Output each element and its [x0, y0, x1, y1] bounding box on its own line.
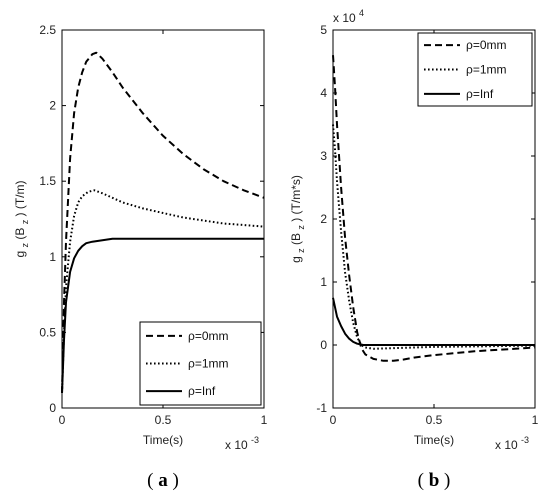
chart-b-panel-open: (	[418, 470, 424, 491]
chart-a-x-tick-label: 0	[59, 413, 66, 427]
chart-b-y-multiplier-exp: 4	[359, 8, 364, 18]
chart-b-y-multiplier-base: x 10	[333, 11, 356, 25]
chart-a-y-tick-label: 1.5	[39, 174, 56, 188]
chart-a-y-tick-label: 2.5	[39, 23, 56, 37]
chart-a-x-tick-label: 0.5	[155, 413, 172, 427]
chart-b-panel-close: )	[444, 470, 450, 491]
chart-b-panel-label: ( b )	[418, 470, 451, 491]
chart-a-xlabel: Time(s)	[143, 433, 183, 447]
chart-a-panel-letter: a	[158, 470, 168, 491]
chart-a-series-2-line	[61, 189, 265, 393]
chart-a-y-tick-label: 2	[49, 99, 56, 113]
chart-b-legend-label: ρ=0mm	[466, 38, 507, 52]
chart-b-ylabel-sub2: z	[296, 225, 306, 230]
chart-b-ylabel-mid: (B	[289, 233, 303, 245]
chart-b-ylabel-tail: ) (T/m*s)	[289, 175, 303, 222]
chart-b-y-tick-label: 2	[320, 212, 327, 226]
chart-a-y-tick-label: 1	[49, 250, 56, 264]
chart-a-ylabel-g: g	[13, 251, 27, 258]
chart-b-x-tick-label: 0	[330, 413, 337, 427]
chart-b-x-multiplier: x 10 -3	[495, 435, 529, 452]
chart-b-x-tick-label: 0.5	[426, 413, 443, 427]
chart-b-xlabel: Time(s)	[414, 433, 454, 447]
chart-a-x-multiplier-base: x 10	[225, 438, 248, 452]
chart-a-ylabel-tail: ) (T/m)	[13, 180, 27, 216]
chart-a-panel-open: (	[147, 470, 153, 491]
chart-b-x-tick-label: 1	[532, 413, 539, 427]
chart-a-legend: ρ=0mm ρ=1mm ρ=Inf	[139, 321, 262, 406]
chart-b-y-multiplier: x 10 4	[333, 8, 364, 25]
chart-b-ylabel-g: g	[289, 256, 303, 263]
chart-a-marks: 0 0.5 1 0 0.5 1 1.5 2 2.5 ρ=0mm ρ=1mm ρ=Inf	[39, 23, 267, 427]
chart-a-ylabel-mid: (B	[13, 228, 27, 240]
chart-b-x-multiplier-exp: -3	[521, 435, 529, 445]
chart-b-y-tick-label: 4	[320, 86, 327, 100]
chart-b-x-multiplier-base: x 10	[495, 438, 518, 452]
chart-a: 0 0.5 1 0 0.5 1 1.5 2 2.5 ρ=0mm ρ=1mm ρ=Inf Time(s)…	[13, 23, 268, 491]
chart-a-y-tick-label: 0	[49, 401, 56, 415]
chart-a-ylabel-sub2: z	[20, 219, 30, 224]
chart-a-ylabel-sub: z	[20, 242, 30, 247]
chart-a-x-multiplier: x 10 -3	[225, 435, 259, 452]
chart-b-panel-letter: b	[429, 470, 440, 491]
chart-a-legend-label: ρ=Inf	[188, 384, 216, 398]
chart-b-series-3-line	[332, 297, 535, 346]
chart-b-legend-label: ρ=Inf	[466, 87, 494, 101]
chart-b-y-tick-label: 0	[320, 338, 327, 352]
chart-b-ylabel: g z (B z ) (T/m*s)	[289, 175, 307, 263]
chart-a-x-multiplier-exp: -3	[251, 435, 259, 445]
chart-b-legend: ρ=0mm ρ=1mm ρ=Inf	[417, 32, 533, 107]
chart-b-ylabel-sub: z	[296, 248, 306, 253]
chart-a-ylabel: g z (B z ) (T/m)	[13, 180, 31, 257]
chart-a-legend-label: ρ=0mm	[188, 329, 229, 343]
chart-a-series-3-line	[61, 237, 264, 393]
chart-a-legend-label: ρ=1mm	[188, 357, 229, 371]
chart-a-y-tick-label: 0.5	[39, 325, 56, 339]
chart-a-series-1-line	[61, 51, 265, 393]
chart-b-series-1-line	[332, 55, 536, 362]
chart-b-legend-label: ρ=1mm	[466, 63, 507, 77]
chart-b-y-tick-label: -1	[316, 401, 327, 415]
chart-b-y-tick-label: 3	[320, 149, 327, 163]
chart-b-y-tick-label: 1	[320, 275, 327, 289]
chart-a-panel-close: )	[173, 470, 179, 491]
chart-b-y-tick-label: 5	[320, 23, 327, 37]
chart-a-x-tick-label: 1	[261, 413, 268, 427]
chart-a-panel-label: ( a )	[147, 470, 179, 491]
